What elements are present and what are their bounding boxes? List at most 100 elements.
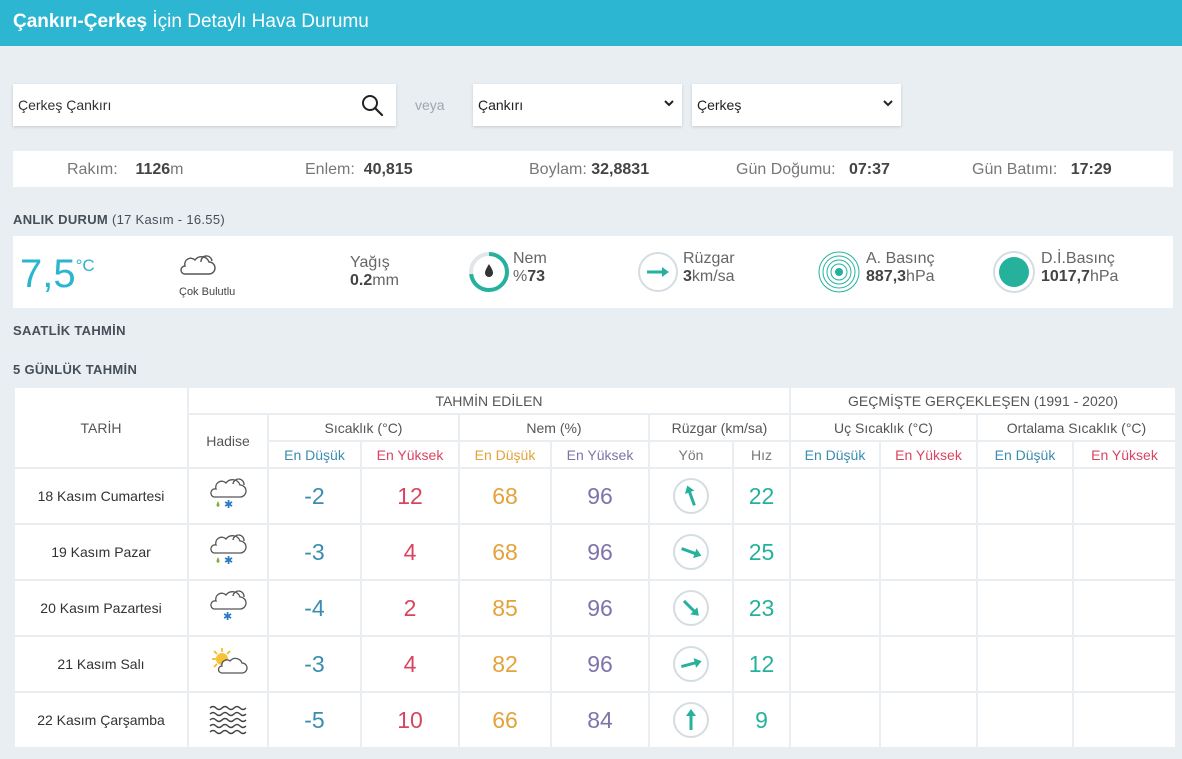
humidity-low: 85 (460, 581, 550, 635)
svg-text:✱: ✱ (224, 498, 233, 511)
row-date: 18 Kasım Cumartesi (15, 469, 187, 523)
humidity-high: 96 (552, 525, 648, 579)
cloud-rain-snow-icon: ✱ (189, 525, 267, 579)
humidity-low: 68 (460, 469, 550, 523)
avg-low-cell (978, 469, 1072, 523)
humidity-header: Nem (%) (460, 415, 648, 440)
temperature-header: Sıcaklık (°C) (269, 415, 458, 440)
location-search[interactable] (13, 84, 396, 126)
forecast-row: 18 Kasım Cumartesi ✱ -2 12 68 96 22 (15, 469, 1175, 523)
forecast-row: 22 Kasım Çarşamba -5 10 66 84 9 (15, 693, 1175, 747)
humidity: Nem %73 (513, 250, 547, 285)
extreme-low-cell (791, 581, 879, 635)
humidity-low: 68 (460, 525, 550, 579)
extreme-high-cell (881, 469, 976, 523)
wind-speed: 25 (734, 525, 789, 579)
province-select-value: Çankırı (478, 97, 524, 113)
wind: Rüzgar 3km/sa (683, 250, 735, 285)
temp-high: 4 (362, 637, 458, 691)
district-select[interactable]: Çerkeş (692, 84, 901, 126)
forecast-row: 19 Kasım Pazar ✱ -3 4 68 96 25 (15, 525, 1175, 579)
extreme-high-cell (881, 581, 976, 635)
humidity-high-header: En Yüksek (552, 442, 648, 467)
five-day-forecast-table: TARİH TAHMİN EDİLEN GEÇMİŞTE GERÇEKLEŞEN… (13, 386, 1177, 749)
extreme-high-cell (881, 637, 976, 691)
wind-direction-arrow-icon (650, 469, 732, 523)
extreme-high-cell (881, 693, 976, 747)
humidity-high: 96 (552, 637, 648, 691)
cloud-rain-snow-icon: ✱ (189, 469, 267, 523)
current-conditions: 7,5°C Çok Bulutlu Yağış 0.2mm Nem %73 Rü… (13, 236, 1173, 308)
humidity-high: 96 (552, 469, 648, 523)
chevron-down-icon (664, 100, 674, 107)
humidity-low: 82 (460, 637, 550, 691)
extreme-high-header: En Yüksek (881, 442, 976, 467)
avg-temp-header: Ortalama Sıcaklık (°C) (978, 415, 1175, 440)
avg-high-cell (1074, 693, 1175, 747)
wind-speed: 22 (734, 469, 789, 523)
extreme-low-cell (791, 637, 879, 691)
svg-text:✱: ✱ (223, 610, 232, 623)
past-header: GEÇMİŞTE GERÇEKLEŞEN (1991 - 2020) (791, 388, 1175, 413)
district-select-value: Çerkeş (697, 97, 742, 113)
page-title: Çankırı-Çerkeş İçin Detaylı Hava Durumu (13, 11, 369, 32)
humidity-high: 84 (552, 693, 648, 747)
or-label: veya (415, 97, 445, 113)
wind-direction-arrow-icon (650, 637, 732, 691)
svg-text:✱: ✱ (224, 554, 233, 567)
humidity-low: 66 (460, 693, 550, 747)
humidity-high: 96 (552, 581, 648, 635)
row-date: 20 Kasım Pazartesi (15, 581, 187, 635)
avg-low-cell (978, 693, 1072, 747)
forecast-header: TAHMİN EDİLEN (189, 388, 789, 413)
wind-direction-arrow-icon (650, 525, 732, 579)
temp-high: 10 (362, 693, 458, 747)
hourly-section-title[interactable]: SAATLİK TAHMİN (13, 323, 126, 338)
station-pressure: A. Basınç 887,3hPa (866, 250, 935, 285)
wind-speed: 12 (734, 637, 789, 691)
row-date: 19 Kasım Pazar (15, 525, 187, 579)
cloud-icon (180, 255, 216, 275)
avg-low-header: En Düşük (978, 442, 1072, 467)
precipitation: Yağış 0.2mm (350, 254, 399, 289)
wind-direction-icon (638, 252, 678, 292)
avg-high-header: En Yüksek (1074, 442, 1175, 467)
avg-low-cell (978, 525, 1072, 579)
row-date: 22 Kasım Çarşamba (15, 693, 187, 747)
wind-direction-arrow-icon (650, 693, 732, 747)
location-info-bar: Rakım: 1126m Enlem: 40,815 Boylam: 32,88… (13, 151, 1173, 187)
sunrise: Gün Doğumu: 07:37 (736, 161, 890, 178)
forecast-row: 21 Kasım Salı -3 4 82 96 12 (15, 637, 1175, 691)
wind-speed-header: Hız (734, 442, 789, 467)
temp-high: 2 (362, 581, 458, 635)
temp-low-header: En Düşük (269, 442, 360, 467)
date-header: TARİH (15, 388, 187, 467)
avg-high-cell (1074, 525, 1175, 579)
extreme-temp-header: Uç Sıcaklık (°C) (791, 415, 976, 440)
wind-direction-arrow-icon (650, 581, 732, 635)
temp-low: -5 (269, 693, 360, 747)
sun-cloud-icon (189, 637, 267, 691)
temp-low: -4 (269, 581, 360, 635)
search-input[interactable] (18, 84, 358, 126)
pressure-icon (818, 251, 860, 293)
humidity-gauge-icon (469, 252, 509, 292)
extreme-low-cell (791, 693, 879, 747)
fog-icon (189, 693, 267, 747)
temp-high: 12 (362, 469, 458, 523)
cloud-snow-icon: ✱ (189, 581, 267, 635)
avg-low-cell (978, 637, 1072, 691)
wind-header: Rüzgar (km/sa) (650, 415, 789, 440)
avg-high-cell (1074, 581, 1175, 635)
longitude: Boylam: 32,8831 (529, 161, 650, 178)
search-icon[interactable] (360, 93, 384, 117)
sea-level-pressure: D.İ.Basınç 1017,7hPa (1041, 250, 1119, 285)
sea-level-pressure-icon (993, 251, 1035, 293)
event-header: Hadise (189, 415, 267, 467)
province-select[interactable]: Çankırı (473, 84, 682, 126)
extreme-low-cell (791, 469, 879, 523)
avg-low-cell (978, 581, 1072, 635)
temp-high: 4 (362, 525, 458, 579)
current-temperature: 7,5°C (20, 252, 95, 296)
temp-low: -2 (269, 469, 360, 523)
